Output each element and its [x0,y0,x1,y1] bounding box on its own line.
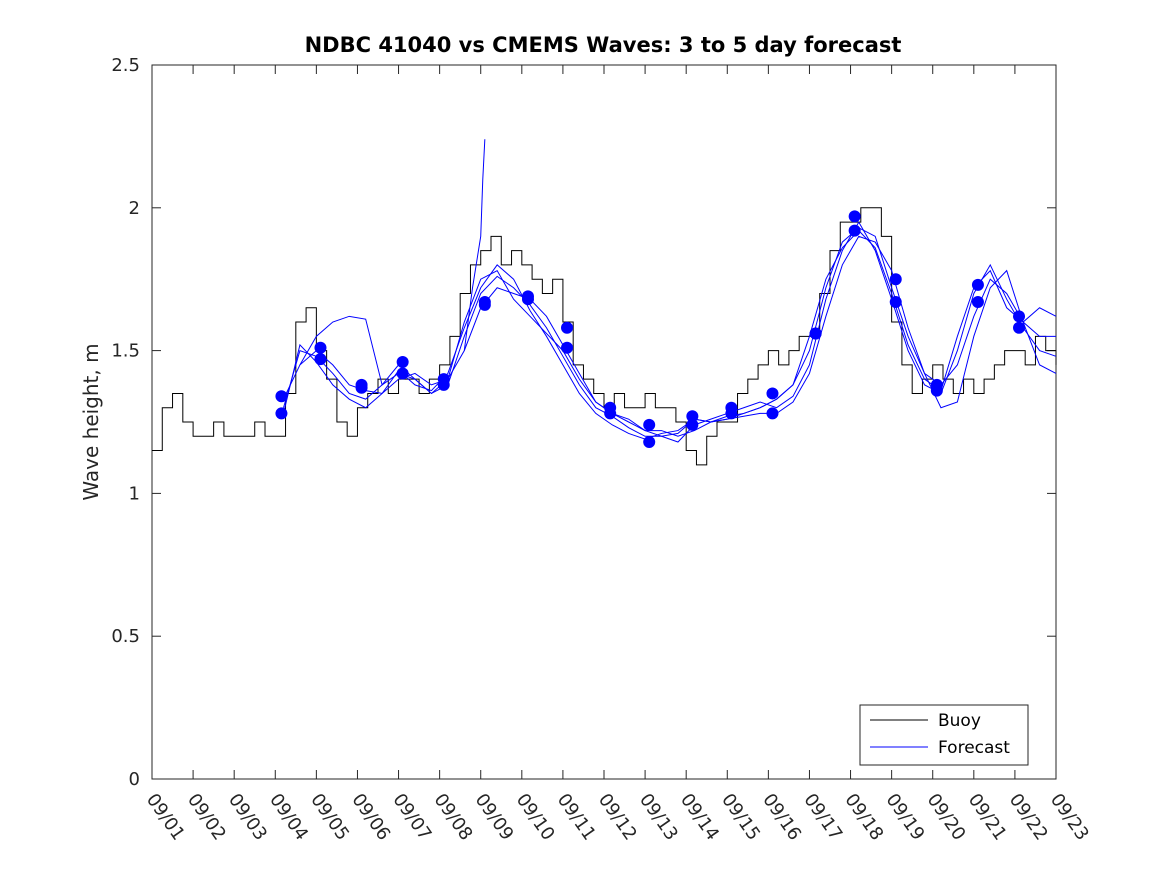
x-tick-label: 09/23 [1046,790,1093,845]
plot-area [151,64,1057,780]
forecast-marker [725,407,738,420]
x-tick-label: 09/09 [471,790,518,845]
forecast-series-line [463,139,486,351]
forecast-marker [396,356,409,369]
y-axis-label: Wave height, m [79,343,103,500]
x-tick-label: 09/22 [1005,790,1052,845]
forecast-series-line [283,235,1057,440]
legend-box [859,704,1029,766]
forecast-series-line [283,227,1056,437]
forecast-marker [604,407,617,420]
forecast-marker [314,353,327,366]
x-tick-label: 09/13 [635,790,682,845]
x-tick-label: 09/11 [553,790,600,845]
forecast-marker [686,410,699,423]
legend-forecast-label: Forecast [938,738,1010,758]
forecast-marker [643,418,656,431]
y-tick-label: 2 [129,198,140,219]
forecast-marker [971,296,984,309]
legend: Buoy Forecast [859,704,1029,766]
x-tick-label: 09/04 [265,790,312,845]
y-tick-label: 0.5 [111,626,140,647]
x-tick-label: 09/15 [717,790,764,845]
x-tick-label: 09/14 [676,790,723,845]
forecast-marker [686,418,699,431]
forecast-marker [521,293,534,306]
forecast-marker [889,296,902,309]
forecast-marker [561,321,574,334]
forecast-marker [766,407,779,420]
forecast-marker [314,341,327,354]
y-axis: 0 0.5 1 1.5 2 2.5 [111,55,1056,790]
x-tick-label: 09/05 [306,790,353,845]
forecast-marker [478,298,491,311]
forecast-marker [275,407,288,420]
x-tick-label: 09/18 [840,790,887,845]
x-tick-label: 09/19 [882,790,929,845]
x-tick-label: 09/10 [512,790,559,845]
chart-title: NDBC 41040 vs CMEMS Waves: 3 to 5 day fo… [305,33,902,57]
x-tick-label: 09/02 [183,790,230,845]
forecast-marker [971,278,984,291]
x-tick-label: 09/08 [430,790,477,845]
legend-buoy-label: Buoy [938,711,981,731]
forecast-marker [643,435,656,448]
forecast-marker [766,387,779,400]
marker-layer [275,210,1026,448]
y-tick-label: 1.5 [111,341,140,362]
x-tick-label: 09/06 [347,790,394,845]
x-tick-label: 09/17 [799,790,846,845]
forecast-marker [889,273,902,286]
forecast-marker [1013,321,1026,334]
x-tick-label: 09/20 [923,790,970,845]
x-tick-label: 09/16 [758,790,805,845]
forecast-marker [809,327,822,340]
forecast-marker [848,224,861,237]
forecast-marker [848,210,861,223]
x-tick-label: 09/01 [142,790,189,845]
forecast-marker [561,341,574,354]
forecast-marker [1013,310,1026,323]
x-tick-label: 09/12 [594,790,641,845]
y-tick-label: 2.5 [111,55,140,76]
x-tick-label: 09/03 [224,790,271,845]
forecast-marker [355,381,368,394]
forecast-marker [437,378,450,391]
buoy-series-line [152,207,1057,466]
forecast-series-line [299,229,1057,437]
forecast-marker [396,367,409,380]
y-tick-label: 1 [129,483,140,504]
forecast-marker [275,390,288,403]
forecast-series-line [283,221,1057,443]
y-tick-label: 0 [129,769,140,790]
x-tick-label: 09/07 [388,790,435,845]
series-layer [152,139,1057,466]
x-tick-label: 09/21 [964,790,1011,845]
forecast-marker [930,384,943,397]
